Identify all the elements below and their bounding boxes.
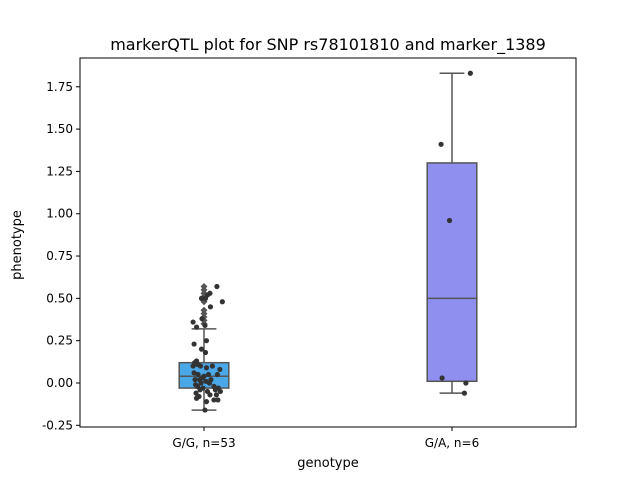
data-point bbox=[467, 70, 473, 76]
data-point bbox=[213, 392, 219, 398]
data-point bbox=[212, 387, 219, 393]
y-tick-label: 0.00 bbox=[46, 376, 73, 390]
data-point bbox=[195, 371, 201, 378]
y-tick-label: 1.75 bbox=[46, 80, 73, 94]
data-point bbox=[446, 217, 453, 224]
y-tick-label: 1.00 bbox=[46, 207, 73, 221]
data-point bbox=[207, 304, 214, 310]
y-tick-label: 1.50 bbox=[46, 122, 73, 136]
data-point bbox=[202, 295, 209, 301]
data-point bbox=[191, 341, 197, 347]
data-point bbox=[439, 375, 445, 381]
data-point bbox=[202, 322, 208, 329]
data-point bbox=[197, 387, 203, 393]
data-point bbox=[198, 295, 205, 301]
data-point bbox=[193, 390, 199, 396]
y-tick-label: -0.25 bbox=[42, 418, 73, 432]
y-tick-label: 0.25 bbox=[46, 334, 73, 348]
data-point bbox=[207, 392, 213, 398]
data-point bbox=[461, 390, 467, 396]
y-tick-label: 0.50 bbox=[46, 291, 73, 305]
data-point bbox=[203, 399, 210, 405]
data-point bbox=[197, 363, 204, 369]
data-point bbox=[198, 346, 205, 352]
data-point bbox=[198, 380, 204, 386]
data-point bbox=[215, 397, 221, 403]
outlier-marker bbox=[200, 306, 208, 314]
data-point bbox=[199, 375, 206, 381]
x-axis-label: genotype bbox=[297, 456, 358, 471]
data-point bbox=[463, 380, 469, 386]
data-point bbox=[191, 370, 197, 376]
data-point bbox=[193, 395, 200, 401]
data-point bbox=[209, 363, 216, 369]
x-tick-label: G/A, n=6 bbox=[425, 436, 479, 450]
plot-frame bbox=[79, 57, 577, 428]
data-point bbox=[192, 377, 198, 383]
data-point bbox=[199, 316, 205, 322]
data-point bbox=[190, 319, 196, 325]
y-axis-label: phenotype bbox=[10, 210, 25, 280]
data-point bbox=[217, 366, 223, 373]
data-point bbox=[219, 299, 225, 305]
y-tick-label: 0.75 bbox=[46, 249, 73, 263]
data-point bbox=[202, 407, 208, 413]
data-point bbox=[203, 338, 210, 344]
data-point bbox=[214, 371, 220, 378]
data-point bbox=[193, 324, 200, 330]
data-point bbox=[205, 371, 212, 378]
x-tick-label: G/G, n=53 bbox=[172, 436, 235, 450]
data-point bbox=[217, 388, 223, 395]
data-point bbox=[438, 141, 444, 147]
plot-area: -0.25 0.00 0.25 0.50 0.75 1.00 1.25 1.50 1.75 G/G… bbox=[42, 57, 577, 450]
data-point bbox=[202, 349, 209, 356]
data-point bbox=[214, 283, 220, 290]
data-point bbox=[206, 380, 213, 386]
y-tick-label: 1.25 bbox=[46, 164, 73, 178]
data-point bbox=[211, 397, 217, 403]
chart-title: markerQTL plot for SNP rs78101810 and ma… bbox=[110, 35, 546, 55]
box-iqr bbox=[426, 162, 478, 383]
data-point bbox=[203, 365, 210, 371]
outlier-marker bbox=[200, 283, 208, 291]
